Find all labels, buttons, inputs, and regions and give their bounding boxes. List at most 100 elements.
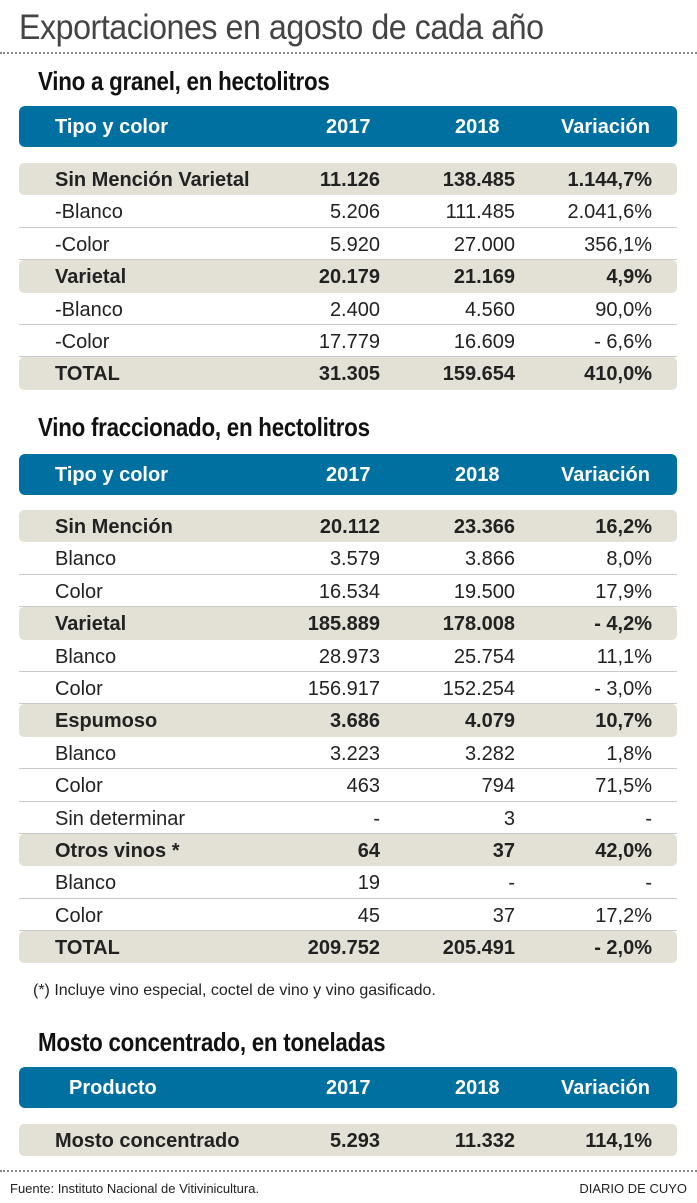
value-2017: 17.779 [318,330,380,353]
table-row: Blanco 3.579 3.866 8,0% [19,542,677,575]
value-2017: 45 [357,904,380,927]
footnote: (*) Incluye vino especial, coctel de vin… [33,982,436,999]
table-row: Blanco 28.973 25.754 11,1% [19,640,677,672]
value-2018: 19.500 [453,580,515,603]
value-2017: 185.889 [307,613,380,636]
value-variation: 17,2% [595,904,652,927]
value-2018: 794 [481,775,515,798]
value-2018: 138.485 [442,169,515,191]
table-row: -Blanco 2.400 4.560 90,0% [19,293,677,325]
header-variation: Variación [561,464,650,486]
table-row: Color 463 794 71,5% [19,769,677,802]
value-2018: 25.754 [453,645,515,668]
value-variation: 42,0% [595,839,652,862]
row-label: TOTAL [55,937,120,960]
value-variation: 1.144,7% [567,169,652,191]
value-variation: 1,8% [606,742,652,765]
value-variation: - 2,0% [594,937,652,960]
value-variation: 4,9% [606,266,652,289]
value-variation: 17,9% [595,580,652,603]
header-2017: 2017 [326,464,371,486]
header-2017: 2017 [326,116,371,138]
value-2018: 178.008 [442,613,515,636]
value-2018: 4.560 [464,298,515,321]
value-2017: 5.206 [329,201,380,224]
table-row: Varietal 20.179 21.169 4,9% [19,260,677,293]
header-type: Tipo y color [55,116,168,138]
value-2018: 3 [503,807,515,830]
header-variation: Variación [561,116,650,138]
row-label: Color [55,904,103,927]
value-2018: - [508,872,515,895]
row-label: -Color [55,233,110,256]
value-2017: 3.223 [329,742,380,765]
table-granel: Sin Mención Varietal 11.126 138.485 1.144,7… [19,163,677,390]
value-2018: 37 [492,904,515,927]
value-2018: 152.254 [442,677,515,700]
value-variation: 90,0% [595,298,652,321]
value-2017: 3.579 [329,548,380,571]
value-2018: 3.866 [464,548,515,571]
value-variation: - 6,6% [594,330,652,353]
header-2018: 2018 [455,116,500,138]
header-product: Producto [69,1077,157,1099]
row-label: Color [55,775,103,798]
value-variation: 10,7% [595,710,652,733]
value-2017: - [373,807,380,830]
value-2018: 159.654 [442,363,515,386]
table-row: Varietal 185.889 178.008 - 4,2% [19,607,677,640]
value-2018: 3.282 [464,742,515,765]
value-2017: 28.973 [318,645,380,668]
value-2017: 11.126 [319,169,380,191]
value-2018: 37 [492,839,515,862]
value-2017: 20.112 [319,516,380,538]
table-row: Sin Mención 20.112 23.366 16,2% [19,510,677,543]
table-fraccionado: Sin Mención 20.112 23.366 16,2% Blanco 3.579 3… [19,510,677,964]
value-2017: 20.179 [318,266,380,289]
table-row: -Color 17.779 16.609 - 6,6% [19,325,677,358]
value-2017: 64 [357,839,380,862]
table-row: Blanco 3.223 3.282 1,8% [19,737,677,770]
section-title-mosto: Mosto concentrado, en toneladas [38,1027,386,1057]
table-mosto: Mosto concentrado 5.293 11.332 114,1% [19,1124,677,1157]
row-label: Otros vinos * [55,839,180,862]
value-variation: 410,0% [584,363,652,386]
row-label: Sin Mención Varietal [55,169,250,191]
header-2018: 2018 [455,1077,500,1099]
value-2017: 31.305 [318,363,380,386]
value-variation: 11,1% [596,645,652,668]
row-label: Color [55,677,103,700]
table-row: Otros vinos * 64 37 42,0% [19,833,677,867]
row-label: Blanco [55,548,117,571]
header-variation: Variación [561,1077,650,1099]
row-label: Blanco [55,872,117,895]
value-2017: 16.534 [318,580,380,603]
value-variation: 356,1% [584,233,652,256]
table-row: Sin determinar - 3 - [19,802,677,834]
value-2017: 19 [357,872,380,895]
row-label: Sin Mención [55,516,173,538]
value-variation: 16,2% [595,516,652,538]
source: Fuente: Instituto Nacional de Vitivinicu… [10,1181,260,1196]
table-header-granel: Tipo y color 2017 2018 Variación [19,106,677,147]
value-2018: 205.491 [442,937,515,960]
row-label: -Blanco [55,298,123,321]
table-row: Color 16.534 19.500 17,9% [19,575,677,608]
table-row: -Blanco 5.206 111.485 2.041,6% [19,195,677,228]
row-label: Blanco [55,742,117,765]
value-variation: - 4,2% [594,613,652,636]
table-row: TOTAL 209.752 205.491 - 2,0% [19,931,677,964]
value-2017: 463 [346,775,380,798]
table-row: TOTAL 31.305 159.654 410,0% [19,357,677,390]
value-2017: 2.400 [329,298,380,321]
row-label: TOTAL [55,363,120,386]
table-row: Blanco 19 - - [19,866,677,899]
section-title-fraccionado: Vino fraccionado, en hectolitros [38,412,370,442]
brand: DIARIO DE CUYO [579,1181,687,1196]
divider [0,1170,697,1172]
value-2018: 11.332 [454,1130,515,1152]
value-variation: 8,0% [606,548,652,571]
row-label: Varietal [55,613,127,636]
table-row: Color 156.917 152.254 - 3,0% [19,672,677,705]
table-row: Color 45 37 17,2% [19,899,677,932]
